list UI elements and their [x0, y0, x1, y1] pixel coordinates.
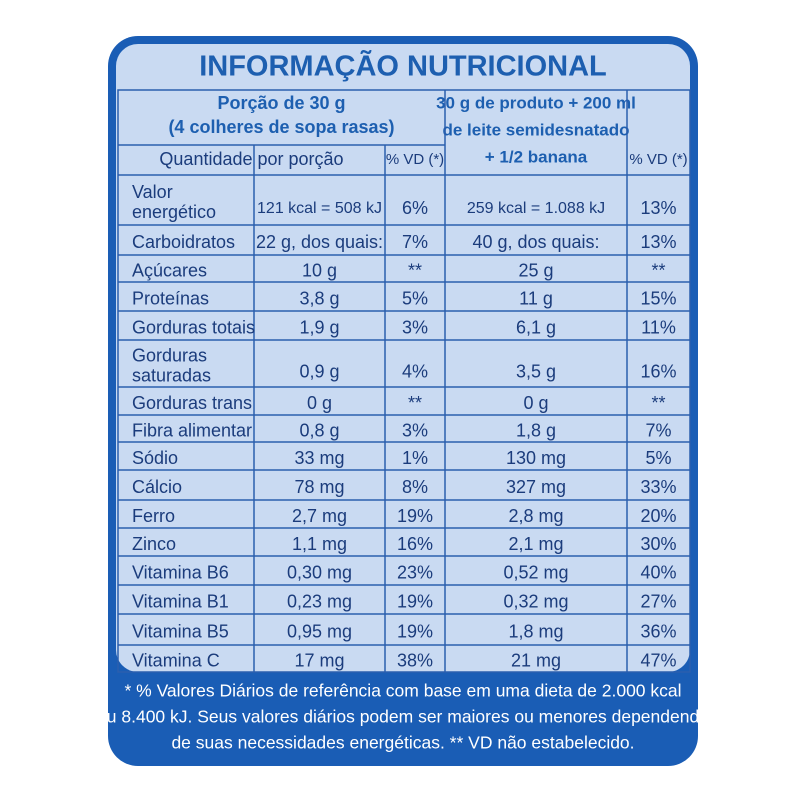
- quantity-header: Quantidade por porção: [159, 149, 343, 169]
- cell-value: 0,23 mg: [287, 591, 352, 611]
- nutrient-name: energético: [132, 202, 216, 222]
- nutrient-name: Cálcio: [132, 477, 182, 497]
- nutrient-name: Sódio: [132, 448, 178, 468]
- cell-value: 36%: [640, 621, 676, 641]
- footnote: de suas necessidades energéticas. ** VD …: [171, 733, 634, 753]
- cell-value: 10 g: [302, 260, 337, 280]
- cell-value: 5%: [402, 288, 428, 308]
- label-body: [116, 44, 690, 672]
- cell-value: 6%: [402, 198, 428, 218]
- cell-value: 13%: [640, 198, 676, 218]
- cell-value: 38%: [397, 650, 433, 670]
- cell-value: 1,9 g: [299, 317, 339, 337]
- cell-value: 40%: [640, 562, 676, 582]
- cell-value: 3,8 g: [299, 288, 339, 308]
- cell-value: 0 g: [523, 393, 548, 413]
- cell-value: 259 kcal = 1.088 kJ: [467, 200, 605, 217]
- vd-header: % VD (*): [629, 151, 687, 168]
- portion-header: (4 colheres de sopa rasas): [168, 117, 394, 137]
- cell-value: 0,30 mg: [287, 562, 352, 582]
- nutrient-name: Proteínas: [132, 288, 209, 308]
- nutrient-name: Vitamina B6: [132, 562, 229, 582]
- footnote: * % Valores Diários de referência com ba…: [124, 681, 681, 701]
- nutrient-name: Ferro: [132, 506, 175, 526]
- cell-value: 25 g: [518, 260, 553, 280]
- cell-value: 19%: [397, 591, 433, 611]
- cell-value: 2,1 mg: [508, 534, 563, 554]
- nutrient-name: Vitamina C: [132, 650, 220, 670]
- cell-value: 30%: [640, 534, 676, 554]
- cell-value: 327 mg: [506, 477, 566, 497]
- footnote: ou 8.400 kJ. Seus valores diários podem …: [97, 707, 709, 727]
- cell-value: 1,1 mg: [292, 534, 347, 554]
- portion-header: Porção de 30 g: [217, 93, 345, 113]
- cell-value: 33 mg: [294, 448, 344, 468]
- nutrient-name: Gorduras totais: [132, 317, 255, 337]
- nutrient-name: Gorduras: [132, 345, 207, 365]
- cell-value: 21 mg: [511, 650, 561, 670]
- nutrient-name: Zinco: [132, 534, 176, 554]
- cell-value: 0,32 mg: [503, 591, 568, 611]
- cell-value: 0,8 g: [299, 420, 339, 440]
- cell-value: 78 mg: [294, 477, 344, 497]
- cell-value: 7%: [645, 420, 671, 440]
- cell-value: 0,9 g: [299, 361, 339, 381]
- vd-header: % VD (*): [386, 151, 444, 168]
- cell-value: 5%: [645, 448, 671, 468]
- cell-value: **: [651, 393, 665, 413]
- nutrient-name: Vitamina B1: [132, 591, 229, 611]
- cell-value: 3%: [402, 317, 428, 337]
- cell-value: 0 g: [307, 393, 332, 413]
- nutrient-name: Fibra alimentar: [132, 420, 252, 440]
- cell-value: **: [408, 260, 422, 280]
- cell-value: 17 mg: [294, 650, 344, 670]
- cell-value: 19%: [397, 621, 433, 641]
- combo-header: + 1/2 banana: [485, 147, 588, 166]
- cell-value: 2,7 mg: [292, 506, 347, 526]
- combo-header: de leite semidesnatado: [442, 120, 629, 139]
- cell-value: 23%: [397, 562, 433, 582]
- cell-value: 22 g, dos quais:: [256, 232, 383, 252]
- cell-value: 20%: [640, 506, 676, 526]
- cell-value: 11 g: [519, 288, 553, 308]
- cell-value: 1,8 mg: [508, 621, 563, 641]
- cell-value: 16%: [640, 361, 676, 381]
- cell-value: 15%: [640, 288, 676, 308]
- cell-value: 4%: [402, 361, 428, 381]
- cell-value: 121 kcal = 508 kJ: [257, 200, 382, 217]
- cell-value: 16%: [397, 534, 433, 554]
- cell-value: 2,8 mg: [508, 506, 563, 526]
- nutrient-name: Valor: [132, 182, 173, 202]
- cell-value: 33%: [640, 477, 676, 497]
- cell-value: 130 mg: [506, 448, 566, 468]
- cell-value: 47%: [640, 650, 676, 670]
- cell-value: 11%: [641, 317, 676, 337]
- nutrient-name: Carboidratos: [132, 232, 235, 252]
- combo-header: 30 g de produto + 200 ml: [436, 93, 636, 112]
- cell-value: **: [408, 393, 422, 413]
- cell-value: 0,95 mg: [287, 621, 352, 641]
- title: INFORMAÇÃO NUTRICIONAL: [199, 49, 607, 83]
- cell-value: 8%: [402, 477, 428, 497]
- cell-value: 6,1 g: [516, 317, 556, 337]
- nutrient-name: Vitamina B5: [132, 621, 229, 641]
- cell-value: 1%: [402, 448, 428, 468]
- cell-value: 13%: [640, 232, 676, 252]
- nutrient-name: Gorduras trans: [132, 393, 252, 413]
- nutrient-name: Açúcares: [132, 260, 207, 280]
- cell-value: 3,5 g: [516, 361, 556, 381]
- cell-value: **: [651, 260, 665, 280]
- cell-value: 27%: [640, 591, 676, 611]
- cell-value: 40 g, dos quais:: [472, 232, 599, 252]
- cell-value: 1,8 g: [516, 420, 556, 440]
- cell-value: 3%: [402, 420, 428, 440]
- table-frame: [117, 89, 691, 673]
- cell-value: 0,52 mg: [503, 562, 568, 582]
- cell-value: 19%: [397, 506, 433, 526]
- nutrient-name: saturadas: [132, 365, 211, 385]
- cell-value: 7%: [402, 232, 428, 252]
